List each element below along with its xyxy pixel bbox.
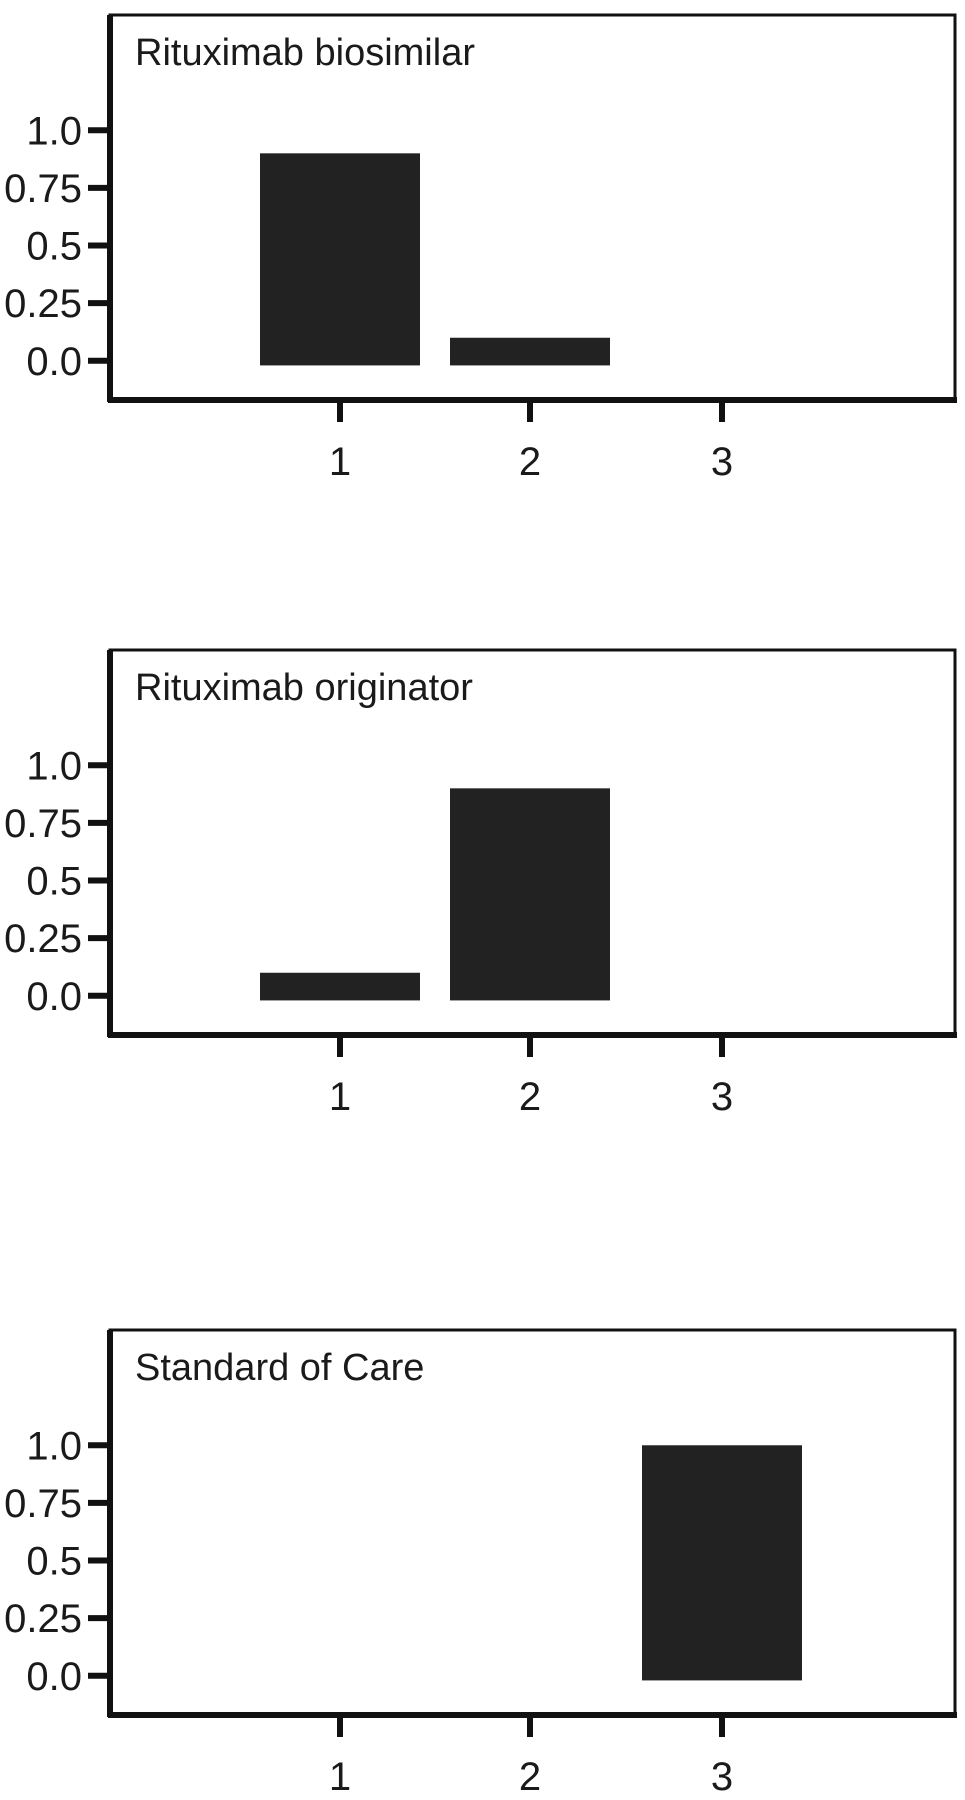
y-tick-label: 0.0 [26, 1655, 82, 1699]
y-tick-label: 1.0 [26, 109, 82, 153]
y-tick-label: 0.5 [26, 860, 82, 904]
x-tick-label: 1 [329, 1075, 351, 1119]
x-tick-label: 3 [711, 1075, 733, 1119]
panel-title: Rituximab biosimilar [135, 32, 475, 74]
x-tick-label: 2 [519, 1755, 541, 1799]
chart-panel-2: Rituximab originator 1.0 0.75 0.5 0.25 0.0 1 2 3 [4, 648, 957, 1119]
bar-3 [642, 1445, 802, 1681]
panel-title: Standard of Care [135, 1347, 424, 1389]
y-tick-label: 0.5 [26, 225, 82, 269]
y-tick-label: 0.25 [4, 282, 82, 326]
panel-title: Rituximab originator [135, 667, 473, 709]
x-tick-label: 3 [711, 1755, 733, 1799]
y-tick-label: 0.75 [4, 167, 82, 211]
y-tick-label: 0.5 [26, 1540, 82, 1584]
bar-1 [260, 153, 420, 366]
y-tick-label: 1.0 [26, 744, 82, 788]
x-tick-label: 2 [519, 1075, 541, 1119]
x-tick-label: 1 [329, 1755, 351, 1799]
x-tick-label: 1 [329, 440, 351, 484]
bar-2 [450, 337, 610, 366]
chart-panel-1: Rituximab biosimilar 1.0 0.75 0.5 0.25 0.0 1 2 3 [4, 13, 957, 484]
y-tick-label: 0.0 [26, 975, 82, 1019]
chart-panel-3: Standard of Care 1.0 0.75 0.5 0.25 0.0 1 2 3 [4, 1328, 957, 1799]
y-tick-label: 0.25 [4, 1597, 82, 1641]
x-tick-label: 2 [519, 440, 541, 484]
y-tick-label: 1.0 [26, 1424, 82, 1468]
y-tick-label: 0.75 [4, 802, 82, 846]
y-tick-label: 0.75 [4, 1482, 82, 1526]
bar-1 [260, 972, 420, 1001]
y-tick-label: 0.25 [4, 917, 82, 961]
bar-2 [450, 788, 610, 1001]
x-tick-label: 3 [711, 440, 733, 484]
y-tick-label: 0.0 [26, 340, 82, 384]
